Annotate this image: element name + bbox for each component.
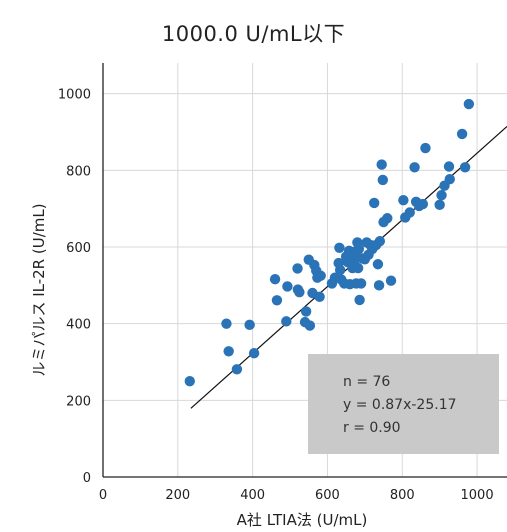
data-point <box>374 236 386 247</box>
data-point <box>281 316 292 327</box>
stats-n: n = 76 <box>343 374 390 390</box>
data-point <box>443 161 455 172</box>
x-tick-labels: 0 200 400 600 800 1000 <box>99 488 494 503</box>
data-point <box>334 242 345 253</box>
data-point <box>385 275 397 286</box>
data-point <box>315 270 326 281</box>
data-point <box>248 347 260 359</box>
data-point <box>223 346 234 357</box>
data-point <box>456 128 468 140</box>
x-tick-label: 1000 <box>461 488 494 503</box>
y-tick-labels: 0 200 400 600 800 1000 <box>58 88 91 486</box>
data-point <box>382 213 393 224</box>
data-point <box>417 198 429 210</box>
data-point <box>463 98 475 110</box>
y-tick-label: 200 <box>66 394 91 409</box>
data-point <box>314 291 325 303</box>
grid-lines <box>103 63 507 477</box>
data-point <box>377 174 389 186</box>
data-point <box>300 306 312 317</box>
data-point <box>334 264 346 276</box>
data-point <box>184 375 195 387</box>
y-tick-label: 600 <box>66 241 91 256</box>
data-point <box>420 142 431 154</box>
data-point <box>221 318 232 329</box>
x-tick-label: 800 <box>390 488 415 503</box>
data-point <box>436 190 447 201</box>
stats-box: n = 76 y = 0.87x-25.17 r = 0.90 <box>308 354 499 454</box>
data-point <box>353 243 365 255</box>
data-point <box>373 280 385 291</box>
data-point <box>294 287 305 298</box>
data-point <box>409 162 420 173</box>
x-tick-label: 400 <box>240 488 265 503</box>
data-point <box>444 173 455 185</box>
y-axis-label: ルミパルス IL-2R (U/mL) <box>30 203 48 376</box>
data-point <box>372 259 384 270</box>
data-point <box>304 320 316 331</box>
axes <box>102 63 507 478</box>
data-points <box>184 98 475 387</box>
data-point <box>376 159 387 170</box>
data-point <box>269 274 281 285</box>
y-tick-label: 400 <box>66 318 91 333</box>
data-point <box>434 199 445 211</box>
data-point <box>404 207 415 218</box>
data-point <box>271 295 283 306</box>
data-point <box>352 262 364 274</box>
data-point <box>354 294 365 306</box>
data-point <box>231 364 243 375</box>
stats-r: r = 0.90 <box>343 420 401 436</box>
y-tick-label: 0 <box>83 471 91 486</box>
y-tick-label: 1000 <box>58 88 91 103</box>
x-tick-label: 0 <box>99 488 107 503</box>
x-tick-label: 200 <box>165 488 190 503</box>
stats-equation: y = 0.87x-25.17 <box>343 397 457 413</box>
x-tick-label: 600 <box>315 488 340 503</box>
data-point <box>355 278 367 289</box>
data-point <box>369 197 380 209</box>
data-point <box>282 281 293 292</box>
y-tick-label: 800 <box>66 164 91 179</box>
data-point <box>292 263 303 274</box>
chart-title: 1000.0 U/mL以下 <box>161 22 346 46</box>
data-point <box>244 319 255 331</box>
x-axis-label: A社 LTIA法 (U/mL) <box>237 511 368 529</box>
data-point <box>459 162 471 173</box>
stats-box-background <box>308 354 499 454</box>
data-point <box>398 195 409 206</box>
